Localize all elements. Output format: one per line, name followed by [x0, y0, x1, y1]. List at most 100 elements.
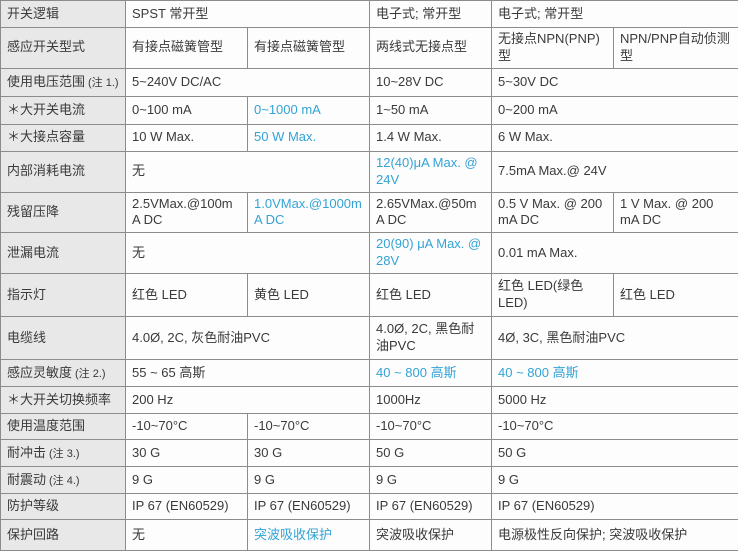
spec-cell: 4Ø, 3C, 黑色耐油PVC	[492, 317, 738, 360]
spec-cell: 30 G	[248, 440, 370, 467]
spec-cell: IP 67 (EN60529)	[126, 494, 248, 520]
spec-row-label-text: 感应灵敏度	[7, 365, 72, 380]
spec-row-label-note: (注 1.)	[88, 77, 119, 89]
spec-row-label-note: (注 2.)	[75, 368, 106, 380]
spec-cell: 2.65VMax.@50mA DC	[370, 192, 492, 233]
spec-cell: 55 ~ 65 高斯	[126, 360, 370, 387]
spec-cell: 9 G	[126, 467, 248, 494]
spec-row-label-text: 保护回路	[7, 527, 59, 542]
spec-cell: 50 W Max.	[248, 124, 370, 151]
spec-row-label-text: 耐震动	[7, 472, 46, 487]
spec-cell: SPST 常开型	[126, 1, 370, 28]
spec-cell: 1.4 W Max.	[370, 124, 492, 151]
spec-cell: 红色 LED(绿色 LED)	[492, 274, 614, 317]
spec-row-label-text: 感应开关型式	[7, 39, 85, 54]
spec-cell: 突波吸收保护	[248, 520, 370, 551]
spec-cell: -10~70°C	[126, 414, 248, 440]
spec-cell: 红色 LED	[614, 274, 738, 317]
spec-row-label-text: 开关逻辑	[7, 6, 59, 21]
spec-cell: 0~200 mA	[492, 96, 738, 124]
spec-row-label: 残留压降	[1, 192, 126, 233]
spec-row-label: 感应灵敏度(注 2.)	[1, 360, 126, 387]
spec-cell: 有接点磁簧管型	[248, 28, 370, 69]
spec-row-label: 指示灯	[1, 274, 126, 317]
spec-cell: 1~50 mA	[370, 96, 492, 124]
spec-cell: 有接点磁簧管型	[126, 28, 248, 69]
spec-row-label: 开关逻辑	[1, 1, 126, 28]
spec-cell: 黄色 LED	[248, 274, 370, 317]
spec-row-label-text: 使用温度范围	[7, 418, 85, 433]
spec-row-label-text: ＊大接点容量	[7, 129, 85, 144]
spec-cell: 1000Hz	[370, 387, 492, 414]
spec-row-label-note: (注 3.)	[49, 448, 80, 460]
spec-row-label: 电缆线	[1, 317, 126, 360]
spec-row-label: 内部消耗电流	[1, 151, 126, 192]
spec-row-label: ＊大开关切换频率	[1, 387, 126, 414]
spec-row: 保护回路无突波吸收保护突波吸收保护电源极性反向保护; 突波吸收保护	[1, 520, 738, 551]
spec-cell: 无	[126, 151, 370, 192]
spec-row-label-text: 泄漏电流	[7, 245, 59, 260]
spec-cell: 9 G	[492, 467, 738, 494]
spec-cell: 4.0Ø, 2C, 灰色耐油PVC	[126, 317, 370, 360]
spec-row-label-text: 指示灯	[7, 287, 46, 302]
spec-row-label-note: (注 4.)	[49, 475, 80, 487]
spec-row-label-text: 残留压降	[7, 204, 59, 219]
spec-row-label-text: ＊大开关电流	[7, 102, 85, 117]
spec-cell: 9 G	[248, 467, 370, 494]
spec-cell: IP 67 (EN60529)	[248, 494, 370, 520]
spec-cell: NPN/PNP自动侦测型	[614, 28, 738, 69]
spec-cell: 红色 LED	[370, 274, 492, 317]
spec-row-label-text: ＊大开关切换频率	[7, 392, 111, 407]
spec-row-label: 耐冲击(注 3.)	[1, 440, 126, 467]
spec-row-label: ＊大接点容量	[1, 124, 126, 151]
spec-cell: 12(40)μA Max. @ 24V	[370, 151, 492, 192]
spec-row-label: 保护回路	[1, 520, 126, 551]
spec-cell: -10~70°C	[370, 414, 492, 440]
spec-cell: 无接点NPN(PNP)型	[492, 28, 614, 69]
spec-cell: 红色 LED	[126, 274, 248, 317]
spec-cell: 电源极性反向保护; 突波吸收保护	[492, 520, 738, 551]
spec-cell: 5~240V DC/AC	[126, 68, 370, 96]
spec-cell: 0.01 mA Max.	[492, 233, 738, 274]
spec-cell: 2.5VMax.@100mA DC	[126, 192, 248, 233]
spec-cell: 9 G	[370, 467, 492, 494]
spec-cell: 无	[126, 520, 248, 551]
spec-row-label: 耐震动(注 4.)	[1, 467, 126, 494]
spec-cell: 6 W Max.	[492, 124, 738, 151]
spec-cell: 无	[126, 233, 370, 274]
spec-cell: -10~70°C	[492, 414, 738, 440]
spec-cell: 50 G	[370, 440, 492, 467]
spec-cell: 1.0VMax.@1000mA DC	[248, 192, 370, 233]
spec-cell: 0~100 mA	[126, 96, 248, 124]
spec-cell: 20(90) μA Max. @ 28V	[370, 233, 492, 274]
spec-cell: 10~28V DC	[370, 68, 492, 96]
spec-row: ＊大接点容量 10 W Max.50 W Max.1.4 W Max.6 W Ma…	[1, 124, 738, 151]
spec-row-label: 使用电压范围(注 1.)	[1, 68, 126, 96]
spec-cell: IP 67 (EN60529)	[492, 494, 738, 520]
spec-cell: 0~1000 mA	[248, 96, 370, 124]
spec-cell: 两线式无接点型	[370, 28, 492, 69]
spec-cell: 30 G	[126, 440, 248, 467]
spec-row-label: 使用温度范围	[1, 414, 126, 440]
spec-cell: 200 Hz	[126, 387, 370, 414]
spec-cell: 10 W Max.	[126, 124, 248, 151]
spec-row-label-text: 使用电压范围	[7, 74, 85, 89]
spec-row-label: ＊大开关电流	[1, 96, 126, 124]
spec-cell: 40 ~ 800 高斯	[370, 360, 492, 387]
spec-row: 使用温度范围-10~70°C-10~70°C-10~70°C-10~70°C	[1, 414, 738, 440]
spec-cell: -10~70°C	[248, 414, 370, 440]
spec-row-label-text: 电缆线	[7, 330, 46, 345]
spec-row-label: 感应开关型式	[1, 28, 126, 69]
